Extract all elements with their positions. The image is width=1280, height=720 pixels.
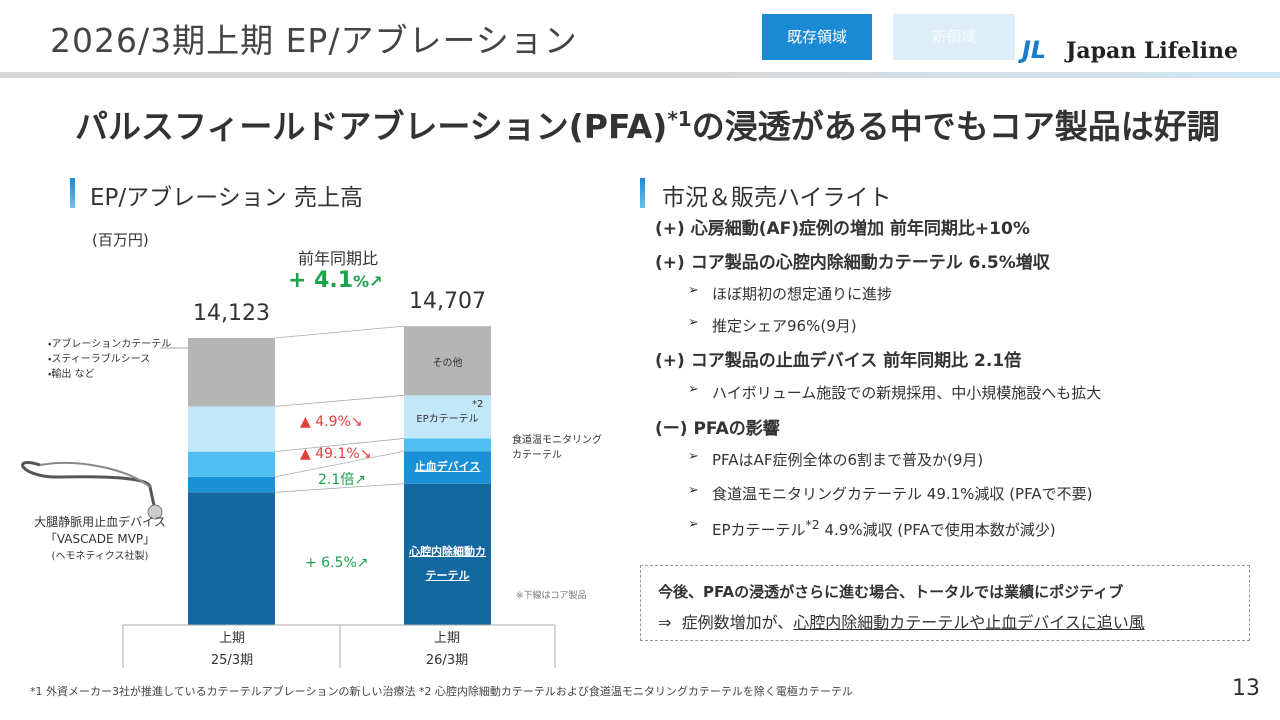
outlook-line: 今後、PFAの浸透がさらに進む場合、トータルでは業績にポジティブ — [658, 583, 1124, 601]
change-label: + 6.5%↗ — [305, 555, 369, 571]
period-label: 25/3期 — [211, 653, 253, 668]
bar-segment — [404, 483, 491, 625]
total-label: 14,123 — [193, 301, 270, 326]
segment-label: 食道温モニタリングカテーテル — [512, 434, 602, 461]
item-text: (+) 心房細動(AF)症例の増加 前年同期比+10% — [655, 219, 1030, 239]
page-title: 2026/3期上期 EP/アブレーション — [50, 21, 578, 60]
bar-segment — [404, 451, 491, 484]
connector — [274, 438, 405, 453]
highlight-item: ほぼ期初の想定通りに進捗 — [688, 283, 893, 304]
device-illustration — [21, 461, 157, 511]
bar-segment — [404, 438, 491, 452]
section-title: EP/アブレーション 売上高 — [90, 185, 364, 211]
breakdown-text: アブレーションカテーテル — [51, 339, 172, 350]
period-label: 26/3期 — [426, 653, 468, 668]
headline-text: の浸透がある中でもコア製品は好調 — [691, 107, 1220, 146]
highlight-item: 食道温モニタリングカテーテル 49.1%減収 (PFAで不要) — [688, 483, 1093, 504]
device-illustration — [147, 504, 163, 520]
tab[interactable]: 既存領域 — [762, 14, 872, 60]
headline: パルスフィールドアブレーション(PFA)*1の浸透がある中でもコア製品は好調 — [75, 100, 1220, 148]
section-marker — [640, 178, 645, 208]
segment-label: EPカテーテル — [416, 413, 479, 425]
breakdown-item: ・アブレーションカテーテル — [48, 339, 172, 350]
footnote-ref: *2 — [805, 517, 820, 532]
logo-text: Japan Lifeline — [1066, 38, 1238, 64]
outlook-line: ⇒ 症例数増加が、心腔内除細動カテーテルや止血デバイスに追い風 — [658, 609, 1145, 633]
outlook-box — [640, 565, 1250, 641]
segment-label: 止血デバイス — [414, 460, 481, 474]
item-text: 食道温モニタリングカテーテル 49.1%減収 (PFAで不要) — [712, 485, 1093, 503]
core-note: ※下線はコア製品 — [516, 591, 587, 601]
highlight-item: PFAはAF症例全体の6割まで普及か(9月) — [688, 449, 984, 470]
breakdown-text: スティーラブルシース — [51, 354, 151, 365]
item-text: 4.9%減収 (PFAで使用本数が減少) — [819, 521, 1056, 539]
breakdown-text: 輸出 など — [51, 369, 95, 380]
segment-label: その他 — [432, 357, 463, 369]
device-illustration — [39, 461, 151, 488]
item-text: ハイボリューム施設での新規採用、中小規模施設へも拡大 — [712, 384, 1102, 402]
segment-label: 心腔内除細動カテーテル — [409, 545, 486, 583]
item-text: ほぼ期初の想定通りに進捗 — [712, 285, 893, 303]
highlight-item: (+) コア製品の止血デバイス 前年同期比 2.1倍 — [655, 346, 1021, 371]
outlook-text: 心腔内除細動カテーテルや止血デバイスに追い風 — [793, 613, 1145, 632]
caption-line: 大腿静脈用止血デバイス — [34, 515, 166, 529]
segment-note: *2 — [472, 399, 484, 411]
item-text: (+) コア製品の心腔内除細動カテーテル 6.5%増収 — [655, 253, 1050, 273]
breakdown-item: ・輸出 など — [48, 369, 95, 380]
outlook-text: 症例数増加が、 — [681, 613, 794, 632]
growth-title: 前年同期比 — [298, 249, 379, 268]
growth-suffix: %↗ — [353, 272, 383, 291]
item-text: (+) コア製品の止血デバイス 前年同期比 2.1倍 — [655, 351, 1022, 371]
bar-segment — [188, 406, 275, 452]
highlight-item: (ー) PFAの影響 — [655, 414, 780, 439]
caption-line: 「VASCADE MVP」 — [44, 532, 156, 546]
breakdown-item: ・スティーラブルシース — [48, 354, 151, 365]
category-label: 上期 — [219, 631, 245, 646]
highlight-item: EPカテーテル*2 4.9%減収 (PFAで使用本数が減少) — [688, 517, 1056, 540]
bar-segment — [404, 395, 491, 439]
bar-segment — [404, 326, 491, 396]
outlook-arrow: ⇒ — [658, 613, 672, 632]
tab[interactable]: 新領域 — [893, 14, 1015, 60]
unit: (百万円) — [92, 231, 149, 249]
category-label: 上期 — [434, 631, 460, 646]
section-marker — [70, 178, 75, 208]
item-text: PFAはAF症例全体の6割まで普及か(9月) — [712, 451, 984, 469]
section-title: 市況＆販売ハイライト — [662, 185, 892, 211]
change-label: ▲ 4.9%↘ — [300, 414, 363, 430]
item-text: 推定シェア96%(9月) — [712, 317, 857, 335]
bar-segment — [188, 338, 275, 407]
total-label: 14,707 — [409, 289, 486, 314]
connector — [274, 483, 405, 493]
growth-value: + 4.1 — [288, 268, 354, 293]
logo-mark: JL — [1022, 36, 1047, 64]
connector — [274, 394, 405, 407]
item-text: (ー) PFAの影響 — [655, 419, 780, 439]
caption-line: (ヘモネティクス社製) — [51, 551, 149, 562]
bar-segment — [188, 451, 275, 477]
change-label: 2.1倍↗ — [318, 472, 366, 488]
headline-text: パルスフィールドアブレーション(PFA) — [75, 107, 668, 146]
connector — [274, 450, 405, 478]
growth: + 4.1%↗ — [288, 268, 383, 293]
bar-segment — [188, 476, 275, 493]
connector — [274, 325, 405, 339]
highlight-item: ハイボリューム施設での新規採用、中小規模施設へも拡大 — [688, 382, 1102, 403]
device-caption: 大腿静脈用止血デバイス 「VASCADE MVP」 (ヘモネティクス社製) — [20, 513, 180, 562]
bar-segment — [188, 492, 275, 625]
item-text: EPカテーテル — [712, 521, 806, 539]
header-band — [0, 72, 1280, 78]
page-number: 13 — [1232, 676, 1260, 701]
footnote-ref: *1 — [667, 107, 692, 131]
highlight-item: (+) 心房細動(AF)症例の増加 前年同期比+10% — [655, 214, 1030, 239]
highlight-item: 推定シェア96%(9月) — [688, 315, 857, 336]
highlight-item: (+) コア製品の心腔内除細動カテーテル 6.5%増収 — [655, 248, 1050, 273]
change-label: ▲ 49.1%↘ — [300, 446, 372, 462]
footnote: *1 外資メーカー3社が推進しているカテーテルアブレーションの新しい治療法 *2… — [30, 685, 853, 698]
